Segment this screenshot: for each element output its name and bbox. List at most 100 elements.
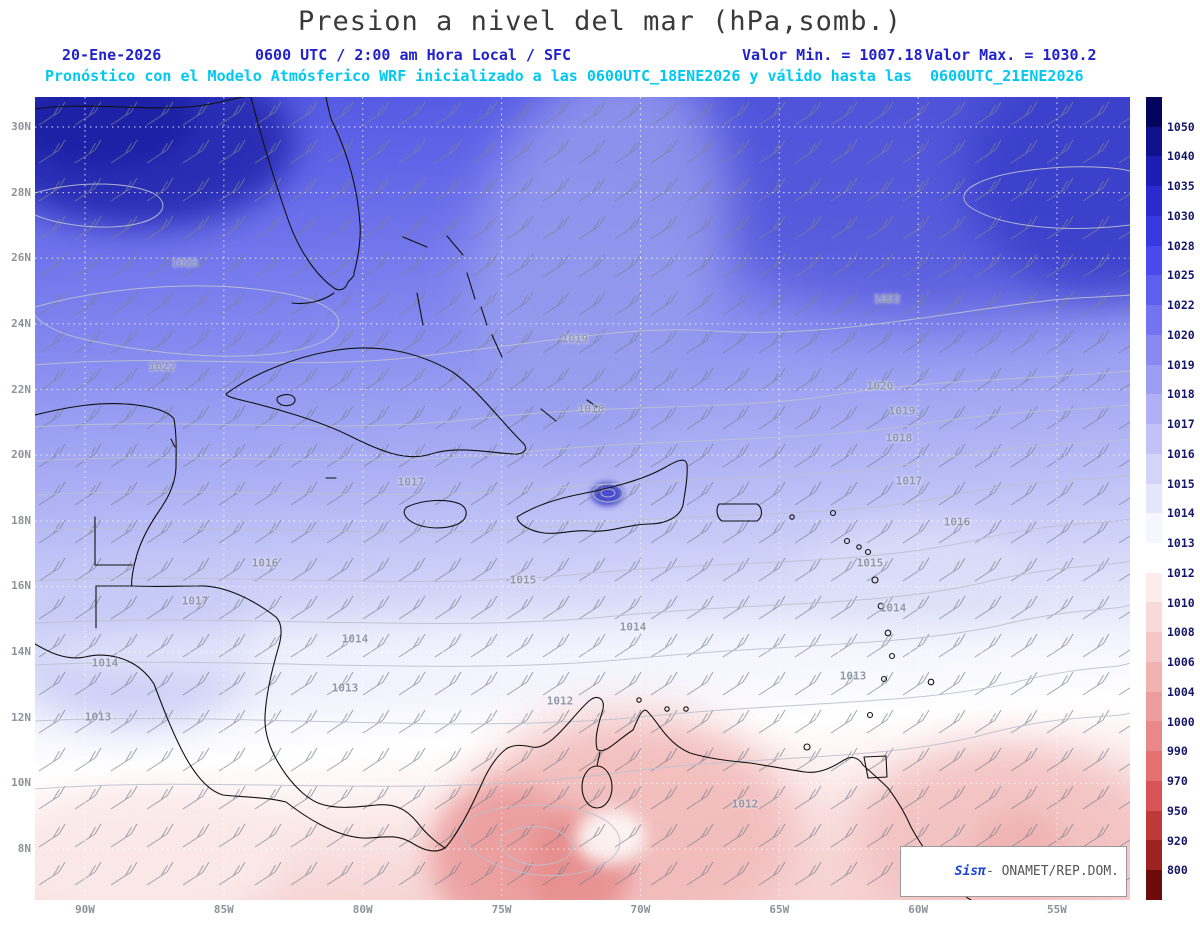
colorbar-label: 920 (1167, 833, 1188, 848)
colorbar-label: 1040 (1167, 149, 1195, 164)
colorbar-label: 1015 (1167, 476, 1195, 491)
colorbar-segment (1146, 305, 1162, 335)
lat-tick-label: 8N (17, 841, 31, 855)
colorbar-label: 1028 (1167, 238, 1195, 253)
colorbar-label: 1014 (1167, 506, 1195, 521)
lat-tick-label: 12N (11, 710, 31, 724)
watermark: Sisπ- ONAMET/REP.DOM. (899, 846, 1127, 897)
coastline-layer (35, 97, 972, 900)
border-guatemala-honduras (95, 585, 133, 629)
lon-tick-label: 85W (213, 903, 234, 916)
lon-tick-label: 70W (630, 903, 651, 916)
forecast-line: Pronóstico con el Modelo Atmósferico WRF… (45, 67, 1084, 85)
coast-cuba (225, 347, 527, 458)
colorbar-label: 1016 (1167, 446, 1195, 461)
colorbar-label: 1025 (1167, 268, 1195, 283)
colorbar-segment (1146, 543, 1162, 573)
colorbar-label: 1000 (1167, 714, 1195, 729)
colorbar-segment (1146, 632, 1162, 662)
lon-tick-label: 60W (908, 903, 929, 916)
coast-trinidad (863, 755, 888, 779)
colorbar-segment (1146, 483, 1162, 514)
colorbar-segment (1146, 126, 1162, 157)
colorbar-segment (1146, 840, 1162, 871)
colorbar-segment (1146, 245, 1162, 276)
colorbar-segment (1146, 156, 1162, 187)
lat-tick-label: 10N (11, 776, 31, 790)
colorbar-label: 1022 (1167, 298, 1195, 313)
colorbar-segment (1146, 453, 1162, 484)
colorbar-label: 1019 (1167, 357, 1195, 372)
colorbar-segment (1146, 661, 1162, 692)
colorbar-label: 1017 (1167, 417, 1195, 432)
lat-tick-label: 30N (11, 120, 31, 133)
colorbar-segment (1146, 572, 1162, 603)
colorbar (1146, 97, 1162, 900)
watermark-brand: Sisπ (954, 864, 986, 879)
coast-florida (35, 97, 361, 291)
lat-tick-label: 24N (11, 316, 31, 330)
lat-tick-label: 22N (11, 382, 31, 396)
max-value: Valor Max. = 1030.2 (925, 46, 1097, 64)
coast-isle-of-youth (276, 394, 296, 407)
lon-tick-label: 75W (491, 903, 512, 916)
coast-lesser-antilles (636, 509, 935, 751)
lon-tick-label: 90W (75, 903, 95, 916)
maracaibo-inlet (596, 751, 601, 767)
grid-layer (35, 97, 1130, 900)
coast-puerto-rico (716, 503, 763, 522)
colorbar-label: 990 (1167, 744, 1188, 759)
wind-barbs-layer (35, 97, 1130, 900)
colorbar-label: 1018 (1167, 387, 1195, 402)
colorbar-segment (1146, 97, 1162, 127)
colorbar-label: 800 (1167, 863, 1188, 878)
colorbar-segment (1146, 691, 1162, 722)
colorbar-segment (1146, 602, 1162, 633)
colorbar-segment (1146, 513, 1162, 544)
isobar-contour-layer (35, 166, 1130, 877)
colorbar-segment (1146, 215, 1162, 246)
coast-cayman-cozumel (170, 438, 337, 479)
lon-tick-label: 55W (1047, 903, 1067, 916)
lat-tick-label: 14N (11, 645, 31, 659)
coast-hispaniola (516, 459, 688, 534)
coast-central-america (35, 403, 446, 852)
colorbar-label: 970 (1167, 774, 1188, 789)
colorbar-label: 1006 (1167, 655, 1195, 670)
colorbar-label: 1004 (1167, 684, 1195, 699)
colorbar-segment (1146, 810, 1162, 841)
lat-tick-label: 26N (11, 251, 31, 265)
valid-date: 20-Ene-2026 (62, 46, 162, 64)
coast-south-america (444, 697, 972, 900)
lat-tick-label: 28N (11, 185, 31, 199)
min-value: Valor Min. = 1007.18 (742, 46, 923, 64)
map-overlay-svg (35, 97, 1130, 900)
colorbar-label: 1020 (1167, 327, 1195, 342)
colorbar-label: 1013 (1167, 536, 1195, 551)
colorbar-segment (1146, 751, 1162, 781)
lat-tick-label: 16N (11, 579, 31, 593)
colorbar-label: 950 (1167, 803, 1188, 818)
coast-florida-keys (291, 292, 335, 305)
colorbar-segment (1146, 721, 1162, 752)
colorbar-segment (1146, 780, 1162, 811)
colorbar-segment (1146, 275, 1162, 306)
colorbar-label: 1035 (1167, 179, 1195, 194)
colorbar-segment (1146, 186, 1162, 216)
lon-tick-label: 65W (769, 903, 790, 916)
colorbar-label: 1030 (1167, 208, 1195, 223)
colorbar-label: 1050 (1167, 119, 1195, 134)
colorbar-label: 1010 (1167, 595, 1195, 610)
map-canvas: 1025 1022 1022 1019 1020 1018 1019 1018 1017 1017… (35, 97, 1130, 900)
colorbar-segment (1146, 870, 1162, 900)
watermark-org: - ONAMET/REP.DOM. (985, 864, 1119, 879)
colorbar-segment (1146, 394, 1162, 425)
coast-jamaica (403, 499, 467, 529)
utc-time-line: 0600 UTC / 2:00 am Hora Local / SFC (255, 46, 572, 64)
colorbar-segment (1146, 364, 1162, 395)
colorbar-segment (1146, 424, 1162, 454)
colorbar-label: 1012 (1167, 565, 1195, 580)
lat-tick-label: 20N (11, 448, 31, 462)
colorbar-label: 1008 (1167, 625, 1195, 640)
